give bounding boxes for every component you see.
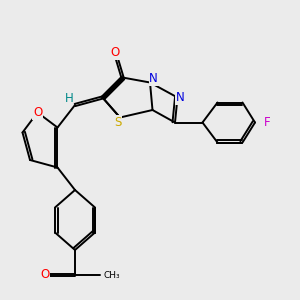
Text: H: H	[64, 92, 73, 105]
Text: O: O	[40, 268, 50, 281]
Text: CH₃: CH₃	[104, 271, 120, 280]
Text: N: N	[149, 72, 158, 85]
Text: F: F	[264, 116, 270, 129]
Text: N: N	[176, 91, 184, 104]
Text: O: O	[33, 106, 42, 119]
Text: S: S	[114, 116, 121, 129]
Text: O: O	[110, 46, 120, 59]
